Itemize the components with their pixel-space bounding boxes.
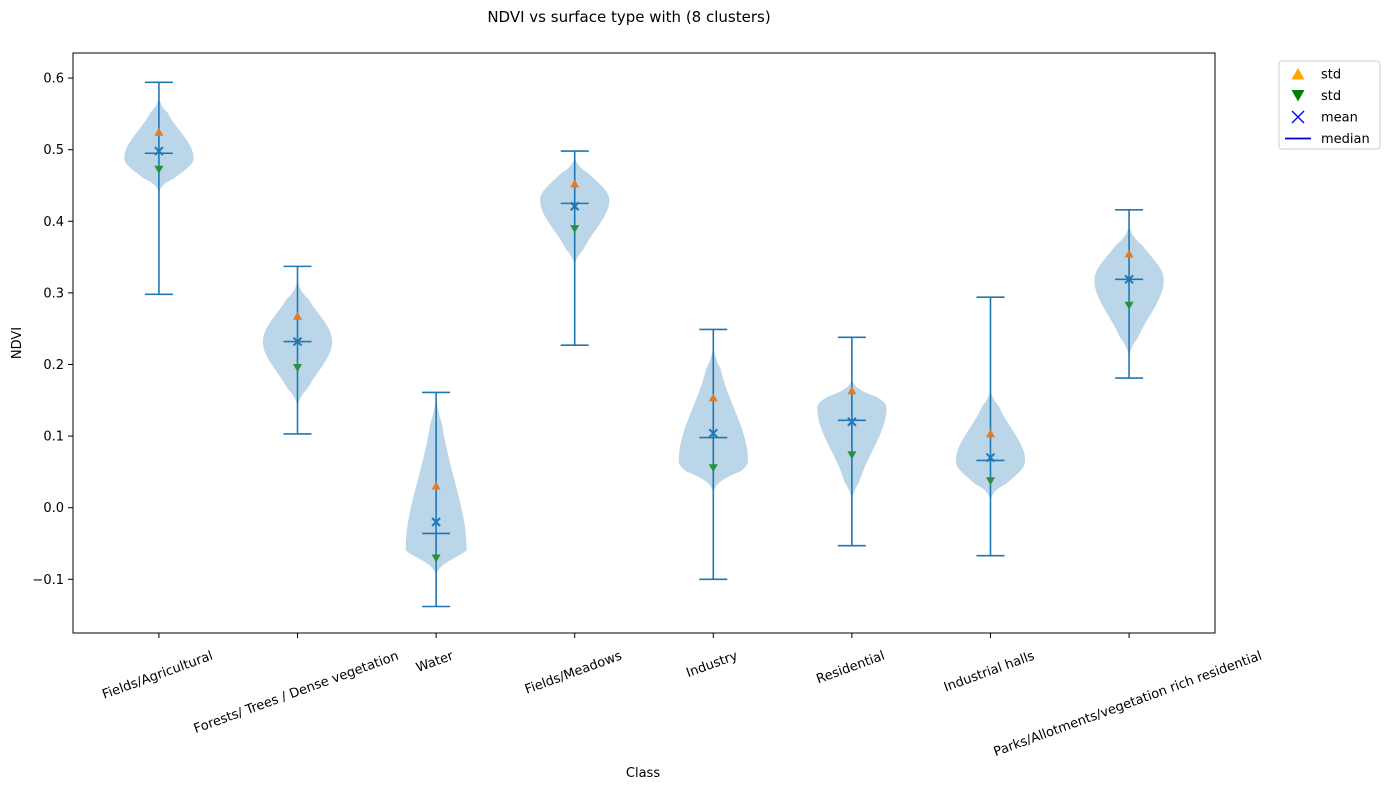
std-down-marker-6 <box>985 477 995 486</box>
stats-layer <box>144 81 1144 608</box>
legend-x-icon <box>1291 110 1305 124</box>
std-up-marker-1 <box>293 311 303 320</box>
x-tick-label-2: Water <box>414 648 456 675</box>
legend: std std mean median <box>1278 60 1381 150</box>
std-down-marker-1 <box>293 364 303 373</box>
std-down-marker-2 <box>431 554 441 563</box>
y-tick-label-7: 0.6 <box>43 72 64 87</box>
std-up-marker-6 <box>985 429 995 438</box>
x-tick-label-5: Residential <box>814 649 886 688</box>
y-tick-label-2: 0.1 <box>43 430 64 445</box>
mean-marker-2 <box>431 517 441 527</box>
std-up-marker-2 <box>431 481 441 490</box>
mean-marker-4 <box>708 428 719 438</box>
legend-frame <box>1278 60 1381 150</box>
legend-label-3: median <box>1321 132 1370 147</box>
std-down-marker-7 <box>1124 301 1134 310</box>
std-up-marker-0 <box>154 127 164 136</box>
plot-frame <box>72 52 1216 634</box>
std-down-marker-5 <box>847 451 857 460</box>
y-tick-label-5: 0.4 <box>43 215 64 230</box>
std-down-marker-4 <box>708 464 718 473</box>
x-tick-label-1: Forests/ Trees / Dense vegetation <box>192 649 401 737</box>
y-tick-label-4: 0.3 <box>43 286 64 301</box>
std-up-marker-7 <box>1124 249 1134 258</box>
mean-marker-6 <box>985 452 996 463</box>
legend-triangle-down-icon <box>1291 90 1305 102</box>
legend-entry-1: std <box>1291 89 1341 104</box>
legend-entry-3: median <box>1285 132 1370 147</box>
x-axis-label: Class <box>626 766 660 781</box>
mean-marker-5 <box>847 417 857 427</box>
y-tick-label-3: 0.2 <box>43 358 64 373</box>
x-tick-label-6: Industrial halls <box>942 649 1037 696</box>
mean-marker-3 <box>569 201 580 211</box>
std-down-marker-3 <box>570 225 580 234</box>
x-tick-label-4: Industry <box>684 649 740 681</box>
y-axis-label: NDVI <box>10 327 25 359</box>
legend-triangle-up-icon <box>1291 68 1305 80</box>
x-tick-label-3: Fields/Meadows <box>523 649 624 698</box>
std-up-marker-4 <box>708 393 718 402</box>
legend-entry-0: std <box>1291 68 1341 83</box>
std-up-marker-3 <box>570 179 580 188</box>
x-tick-label-7: Parks/Allotments/vegetation rich residen… <box>992 649 1264 760</box>
y-tick-label-6: 0.5 <box>43 143 64 158</box>
mean-marker-1 <box>292 336 303 347</box>
y-tick-label-0: −0.1 <box>32 573 64 588</box>
mean-marker-7 <box>1124 274 1134 284</box>
legend-label-1: std <box>1321 89 1341 104</box>
violins-layer <box>124 98 1164 578</box>
x-tick-label-0: Fields/Agricultural <box>100 649 215 703</box>
y-tick-label-1: 0.0 <box>43 501 64 516</box>
std-up-marker-5 <box>847 386 857 395</box>
std-down-marker-0 <box>154 165 164 174</box>
legend-label-2: mean <box>1321 111 1358 126</box>
legend-label-0: std <box>1321 68 1341 83</box>
chart-title: NDVI vs surface type with (8 clusters) <box>487 8 770 26</box>
y-axis: −0.1 0.0 0.1 0.2 0.3 0.4 0.5 0.6 <box>32 72 73 588</box>
mean-marker-0 <box>154 146 164 156</box>
legend-entry-2: mean <box>1291 110 1358 126</box>
